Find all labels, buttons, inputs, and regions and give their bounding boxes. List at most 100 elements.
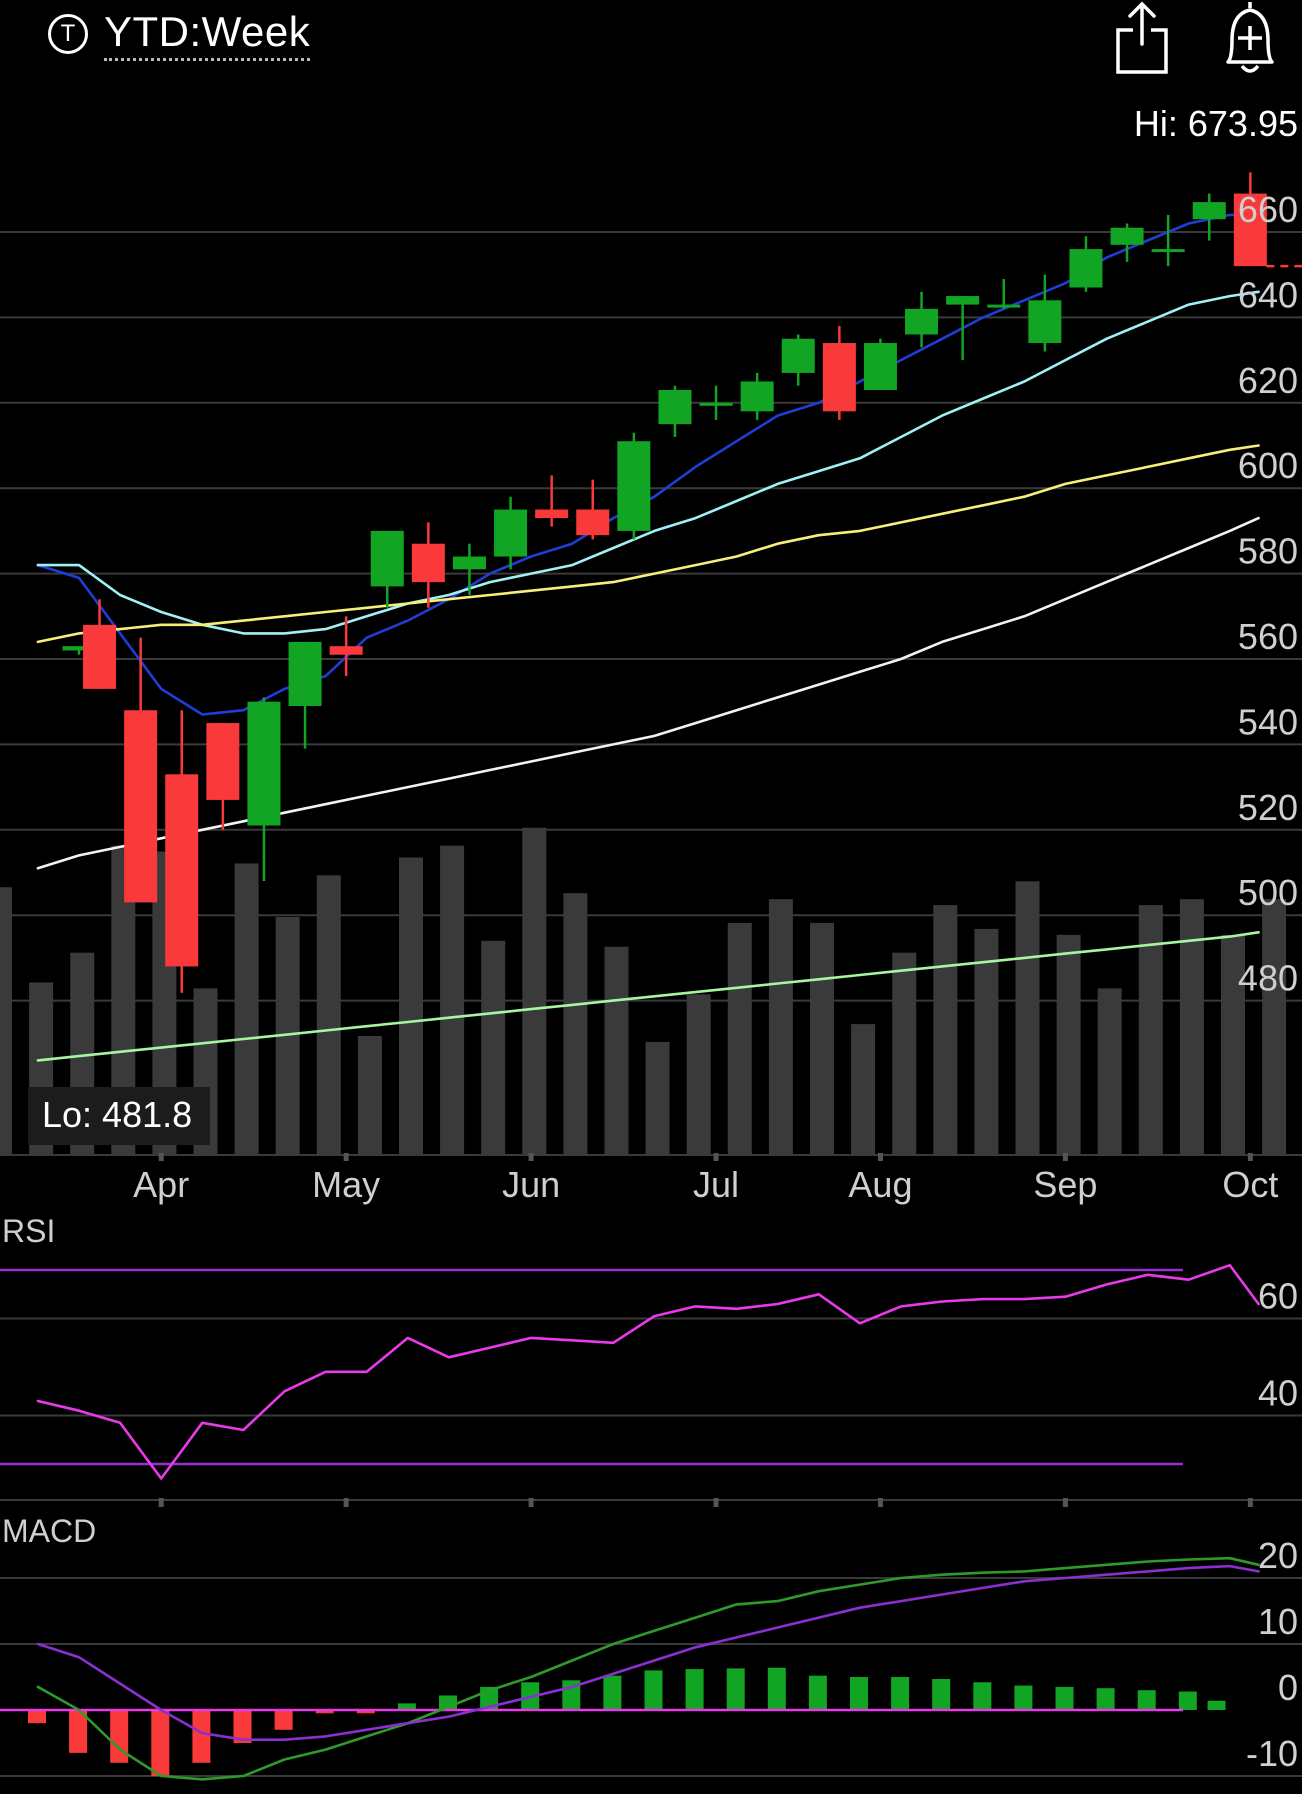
candle-body <box>822 343 856 412</box>
macd-tick-label: -10 <box>1246 1733 1298 1774</box>
candle-body <box>124 710 158 903</box>
candle-body <box>411 543 445 583</box>
candle <box>124 637 158 903</box>
macd-histogram-bar <box>603 1675 622 1710</box>
macd-histogram-bar <box>726 1668 745 1710</box>
moving-average-line <box>36 444 1260 644</box>
candle-body <box>905 308 939 335</box>
share-icon[interactable] <box>1112 0 1172 76</box>
time-label-aug: Aug <box>848 1164 912 1205</box>
candle-body <box>863 343 897 390</box>
macd-histogram-bar <box>850 1677 868 1710</box>
price-tick-label: 640 <box>1238 274 1298 315</box>
price-tick-label: 600 <box>1238 445 1298 486</box>
candle-body <box>781 338 815 373</box>
volume-bars <box>0 827 1287 1155</box>
time-axis: Apr May Jun Jul Aug Sep Oct <box>133 1153 1278 1205</box>
macd-title: MACD <box>2 1513 96 1549</box>
price-tick-label: 620 <box>1238 360 1298 401</box>
candle <box>781 334 815 386</box>
volume-bar <box>481 940 506 1155</box>
rsi-line <box>36 1263 1260 1480</box>
price-tick-label: 500 <box>1238 872 1298 913</box>
macd-histogram-bar <box>233 1710 252 1743</box>
price-tick-label: 540 <box>1238 701 1298 742</box>
volume-bar <box>727 922 752 1155</box>
candle-body <box>987 304 1021 308</box>
candle-body <box>329 646 363 655</box>
chart-header: T YTD:Week <box>0 0 1302 90</box>
candle-body <box>617 441 651 531</box>
macd-histogram-bar <box>891 1677 910 1710</box>
macd-histogram-bar <box>644 1670 663 1710</box>
macd-histogram-bar <box>28 1710 46 1724</box>
macd-histogram-bar <box>1014 1685 1033 1710</box>
macd-histogram-bar <box>69 1710 88 1753</box>
volume-bar <box>892 952 917 1155</box>
candle <box>576 479 610 540</box>
candle <box>494 496 528 570</box>
moving-average-line <box>36 213 1260 716</box>
lo-label: Lo: 481.8 <box>42 1094 192 1135</box>
price-tick-label: 520 <box>1238 787 1298 828</box>
volume-bar <box>234 863 259 1155</box>
time-label-oct: Oct <box>1222 1164 1278 1205</box>
volume-bar <box>399 857 423 1155</box>
candle-body <box>699 402 733 406</box>
candle <box>452 543 486 595</box>
price-tick-label: 560 <box>1238 616 1298 657</box>
price-axis: 660 640 620 600 580 560 540 520 500 480 <box>1238 189 1298 999</box>
moving-average-lines <box>36 213 1260 1062</box>
macd-histogram-bar <box>1178 1691 1197 1710</box>
macd-tick-label: 10 <box>1258 1601 1298 1642</box>
time-label-jul: Jul <box>693 1164 739 1205</box>
hi-label: Hi: 673.95 <box>1134 103 1298 144</box>
macd-histogram-bar <box>397 1703 416 1710</box>
macd-histogram-bar <box>110 1710 129 1763</box>
volume-bar <box>686 994 711 1155</box>
price-tick-label: 580 <box>1238 531 1298 572</box>
macd-histogram-bar <box>1096 1688 1115 1710</box>
candle <box>206 723 240 830</box>
macd-histogram-bar <box>315 1710 334 1714</box>
lo-label-box <box>28 1087 210 1145</box>
candle-body <box>740 381 774 412</box>
volume-bar <box>0 887 12 1155</box>
macd-histogram-bar <box>356 1710 375 1714</box>
volume-bar <box>440 845 465 1155</box>
candle-body <box>946 296 980 305</box>
macd-histogram-bar <box>973 1682 992 1710</box>
volume-bar <box>522 827 547 1155</box>
candle <box>329 616 363 677</box>
candle <box>905 291 939 348</box>
volume-bar <box>1015 881 1040 1155</box>
price-tick-label: 660 <box>1238 189 1298 230</box>
candle-body <box>1192 202 1226 220</box>
ticker-circle-icon[interactable]: T <box>48 14 88 54</box>
macd-panel: MACD 20 10 0 -10 <box>0 1513 1302 1781</box>
macd-histogram-bar <box>274 1710 293 1730</box>
candle-body <box>1110 227 1144 245</box>
rsi-tick-label: 60 <box>1258 1276 1298 1317</box>
candle <box>370 530 404 608</box>
candle <box>617 432 651 540</box>
candle <box>699 385 733 420</box>
volume-bar <box>810 922 834 1155</box>
candle-body <box>1233 193 1267 267</box>
candle-body <box>658 389 692 425</box>
candle-body <box>1028 300 1062 344</box>
candle-body <box>62 646 96 651</box>
volume-bar <box>933 905 958 1155</box>
candle <box>658 385 692 437</box>
candle-body <box>288 641 322 706</box>
macd-histogram-bar <box>192 1710 211 1763</box>
rsi-title: RSI <box>2 1213 55 1249</box>
timeframe-selector[interactable]: YTD:Week <box>104 6 311 61</box>
candle <box>987 278 1021 309</box>
add-alert-bell-icon[interactable] <box>1218 0 1282 76</box>
candle <box>1028 274 1062 352</box>
candle <box>1233 172 1267 267</box>
candle-body <box>83 624 117 689</box>
candle <box>1192 193 1226 241</box>
